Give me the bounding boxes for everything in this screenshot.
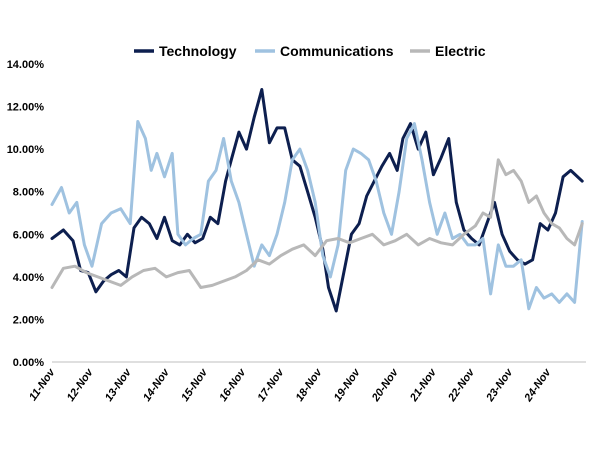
- y-tick-label: 14.00%: [7, 59, 45, 71]
- x-tick-label: 11-Nov: [27, 366, 58, 403]
- y-axis: 0.00% 2.00% 4.00% 6.00% 8.00% 10.00% 12.00% 14.…: [7, 59, 45, 369]
- x-tick-label: 19-Nov: [332, 366, 363, 404]
- line-chart: 0.00% 2.00% 4.00% 6.00% 8.00% 10.00% 12.00% 14.…: [0, 0, 600, 450]
- y-tick-label: 10.00%: [7, 144, 45, 156]
- x-tick-label: 22-Nov: [446, 366, 478, 404]
- x-tick-label: 16-Nov: [217, 366, 248, 404]
- x-tick-label: 20-Nov: [369, 366, 401, 404]
- x-tick-label: 23-Nov: [484, 366, 516, 404]
- y-tick-label: 8.00%: [13, 187, 44, 199]
- y-tick-label: 4.00%: [13, 272, 44, 284]
- x-tick-label: 15-Nov: [179, 366, 210, 404]
- y-tick-label: 6.00%: [13, 229, 44, 241]
- legend-label: Electric: [435, 43, 486, 59]
- y-tick-label: 0.00%: [13, 357, 44, 369]
- y-tick-label: 2.00%: [13, 314, 44, 326]
- x-tick-label: 12-Nov: [65, 366, 96, 404]
- x-tick-label: 24-Nov: [522, 366, 554, 404]
- x-tick-label: 14-Nov: [141, 366, 172, 404]
- x-tick-label: 21-Nov: [407, 366, 439, 404]
- legend-label: Technology: [159, 43, 237, 59]
- y-tick-label: 12.00%: [7, 102, 45, 114]
- legend-label: Communications: [280, 43, 394, 59]
- legend: Technology Communications Electric: [134, 43, 486, 59]
- x-tick-label: 17-Nov: [255, 366, 286, 404]
- x-tick-label: 13-Nov: [103, 366, 134, 404]
- x-tick-label: 18-Nov: [294, 366, 325, 404]
- x-axis: 11-Nov 12-Nov 13-Nov 14-Nov 15-Nov 16-Nov 17-N…: [27, 366, 554, 404]
- series-line-communications: [52, 122, 582, 309]
- plot-area: [52, 90, 582, 311]
